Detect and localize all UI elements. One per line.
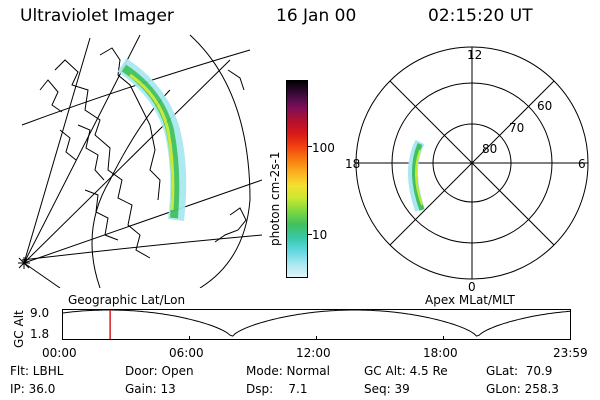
altitude-plot <box>62 309 571 340</box>
polar-map <box>355 46 589 280</box>
coastline <box>39 79 63 113</box>
time-label: 02:15:20 UT <box>428 6 533 26</box>
ip-info: IP: 36.0 <box>10 382 56 396</box>
latitude-line <box>21 234 262 261</box>
longitude-line <box>23 59 231 264</box>
time-tick: 12:00 <box>296 346 331 360</box>
altitude-ylabel: GC Alt <box>12 310 26 348</box>
gcalt-info: GC Alt: 4.5 Re <box>364 364 448 378</box>
coastline <box>84 189 119 241</box>
time-tick: 23:59 <box>553 346 588 360</box>
dsp-info: Dsp: 7.1 <box>246 382 308 396</box>
altitude-ytick-bottom: 1.8 <box>30 327 50 341</box>
longitude-line <box>23 262 61 288</box>
altitude-curve <box>62 309 571 337</box>
polar-caption: Apex MLat/MLT <box>425 293 515 307</box>
date-label: 16 Jan 00 <box>276 6 357 26</box>
pole-marker <box>18 257 30 269</box>
colorbar-tick: 10 <box>312 228 328 242</box>
lat-label-60: 60 <box>537 99 553 113</box>
door-info: Door: Open <box>125 364 194 378</box>
mlt-label-12: 12 <box>467 48 483 62</box>
flt-info: Flt: LBHL <box>10 364 64 378</box>
app-title: Ultraviolet Imager <box>20 6 174 26</box>
longitude-line <box>23 179 262 264</box>
coastline <box>59 129 77 161</box>
coastline <box>99 47 161 201</box>
mlt-label-18: 18 <box>345 157 361 171</box>
aurora-arc <box>117 58 187 221</box>
longitude-line <box>23 37 91 264</box>
colorbar <box>286 80 308 278</box>
mode-info: Mode: Normal <box>246 364 330 378</box>
time-tick: 06:00 <box>169 346 204 360</box>
time-tick: 18:00 <box>423 346 458 360</box>
mlt-label-0: 0 <box>468 280 476 294</box>
latitude-line <box>91 89 171 288</box>
coastline <box>227 69 245 91</box>
glon-info: GLon: 258.3 <box>486 382 559 396</box>
lat-label-80: 80 <box>482 142 498 156</box>
coastline <box>54 59 151 259</box>
colorbar-label: photon cm-2s-1 <box>268 151 282 247</box>
lat-label-70: 70 <box>509 121 525 135</box>
coastline <box>214 207 247 243</box>
latitude-line <box>21 49 251 126</box>
time-tick: 00:00 <box>42 346 77 360</box>
geographic-caption: Geographic Lat/Lon <box>68 293 186 307</box>
glat-info: GLat: 70.9 <box>486 364 553 378</box>
latitude-line <box>189 34 251 288</box>
geographic-map <box>18 34 262 288</box>
altitude-ytick-top: 9.0 <box>30 306 50 320</box>
seq-info: Seq: 39 <box>364 382 410 396</box>
colorbar-tick: 100 <box>312 141 335 155</box>
polar-aurora <box>408 139 425 212</box>
gain-info: Gain: 13 <box>125 382 176 396</box>
coastline <box>77 124 105 181</box>
mlt-label-6: 6 <box>578 157 586 171</box>
